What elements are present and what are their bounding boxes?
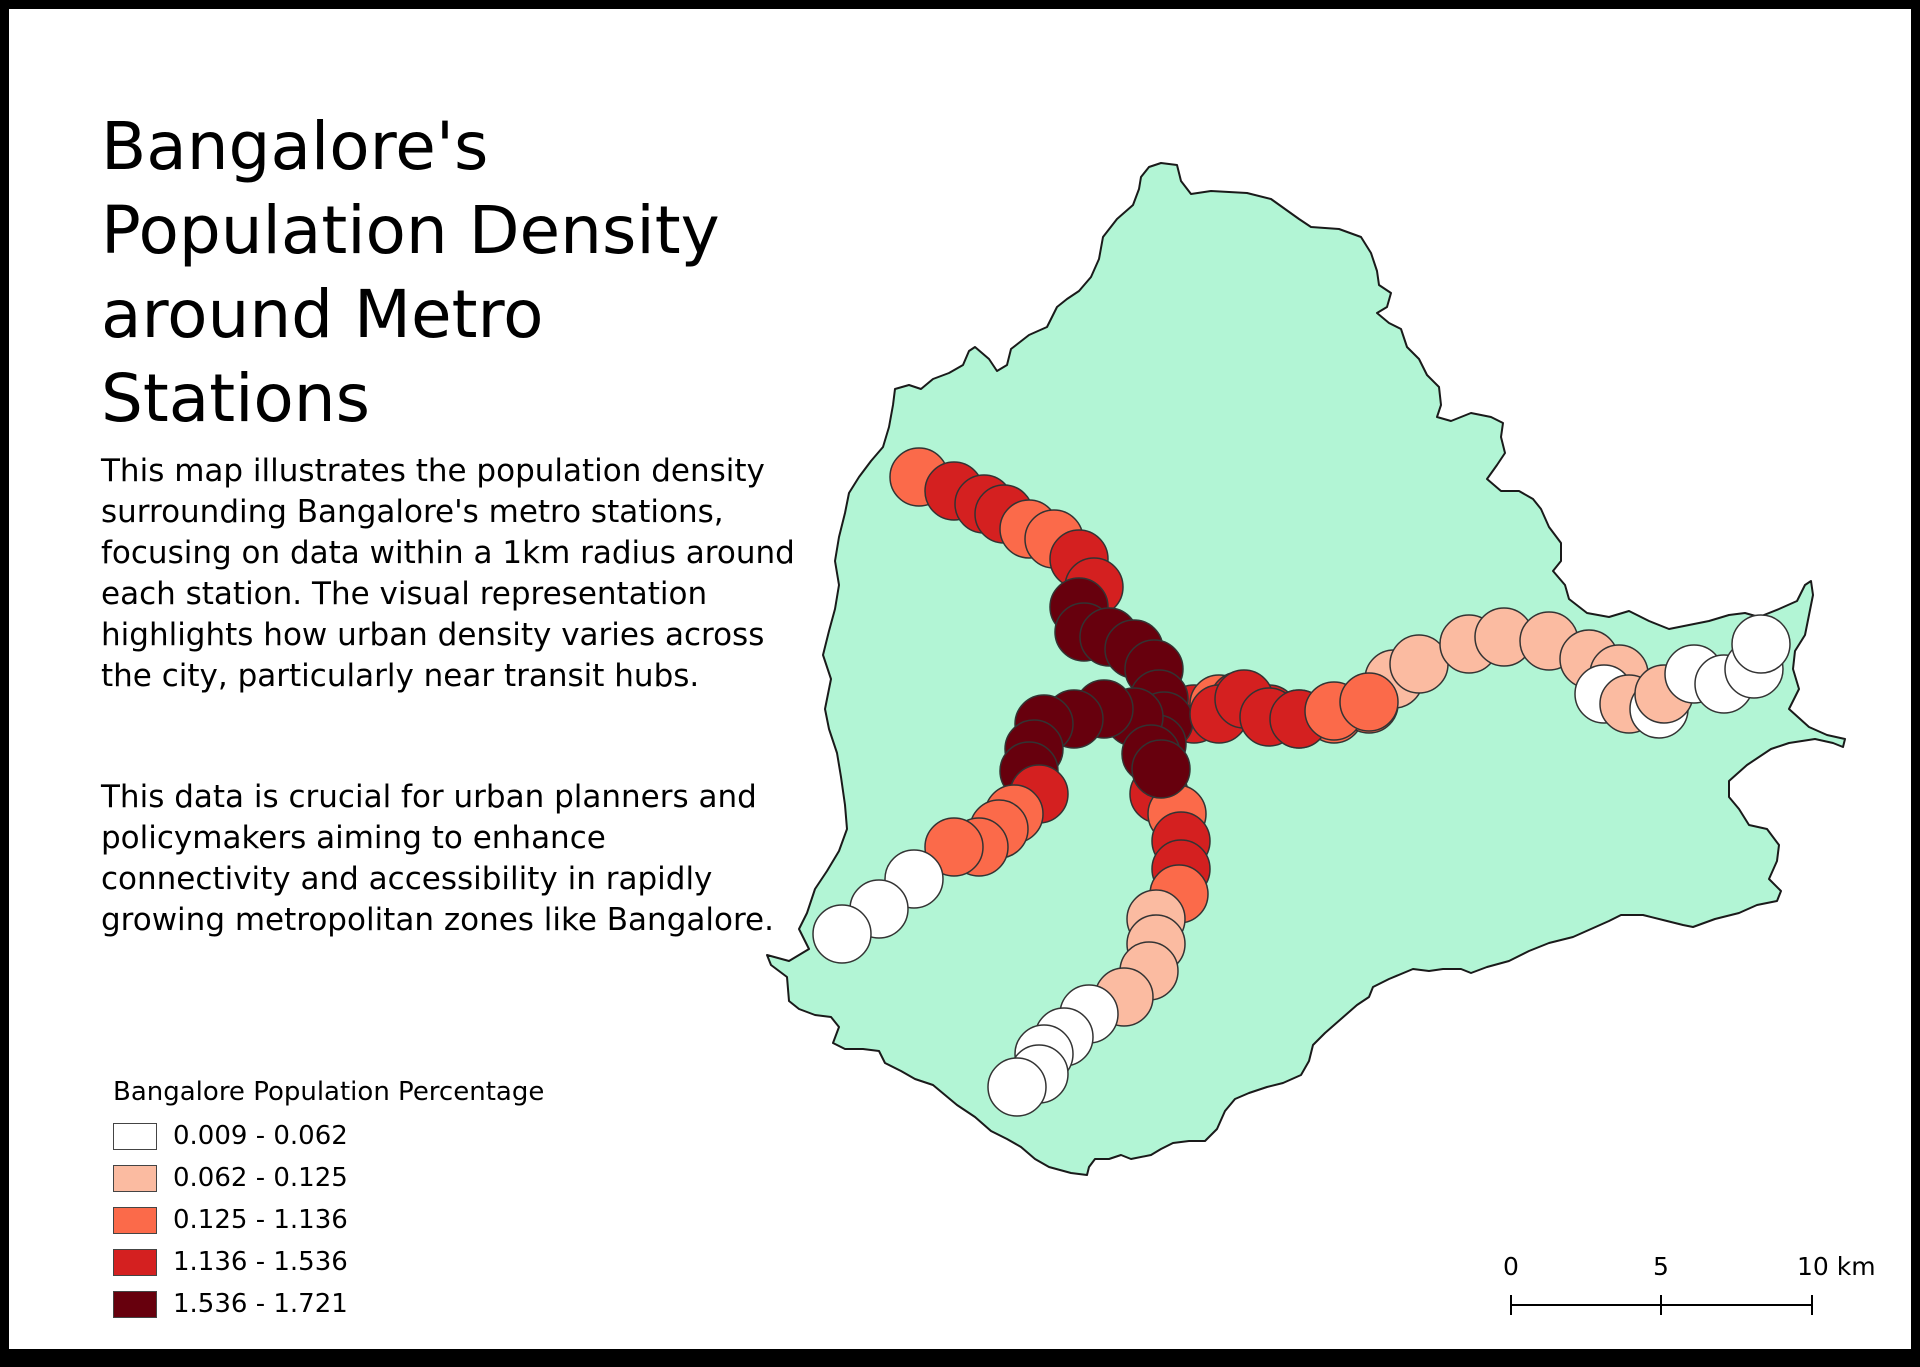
legend-item: 1.536 - 1.721: [113, 1283, 544, 1325]
legend-swatch: [113, 1248, 157, 1276]
description-paragraph-2: This data is crucial for urban planners …: [101, 779, 774, 938]
description-paragraph-1: This map illustrates the population dens…: [101, 453, 795, 694]
bangalore-city-boundary: [766, 162, 1846, 1176]
map-canvas: 0 5 10 km: [766, 162, 1876, 1315]
legend-swatch: [113, 1206, 157, 1234]
station-buffer: [812, 904, 872, 964]
scale-bar-label-5: 5: [1653, 1252, 1669, 1281]
legend-label: 0.062 - 0.125: [173, 1163, 348, 1193]
legend-label: 1.136 - 1.536: [173, 1247, 348, 1277]
legend-swatch: [113, 1290, 157, 1318]
scale-bar: 0 5 10 km: [1503, 1252, 1876, 1315]
station-buffer: [1339, 672, 1399, 732]
station-buffer: [987, 1057, 1047, 1117]
legend-title: Bangalore Population Percentage: [113, 1077, 545, 1107]
legend-item: 0.009 - 0.062: [113, 1115, 544, 1157]
legend-label: 0.009 - 0.062: [173, 1121, 348, 1151]
legend-item: 0.062 - 0.125: [113, 1157, 544, 1199]
station-buffer: [1731, 614, 1791, 674]
legend-item: 0.125 - 1.136: [113, 1199, 544, 1241]
legend-swatch: [113, 1122, 157, 1150]
scale-bar-label-0: 0: [1503, 1252, 1519, 1281]
legend: Bangalore Population Percentage 0.009 - …: [113, 1075, 544, 1325]
map-title: Bangalore's Population Density around Me…: [101, 108, 720, 437]
station-buffer: [924, 817, 984, 877]
legend-label: 1.536 - 1.721: [173, 1289, 348, 1319]
scale-bar-label-10: 10 km: [1797, 1252, 1876, 1281]
metro-station-buffers: [812, 447, 1791, 1117]
legend-swatch: [113, 1164, 157, 1192]
legend-item: 1.136 - 1.536: [113, 1241, 544, 1283]
station-buffer: [1131, 739, 1191, 799]
legend-label: 0.125 - 1.136: [173, 1205, 348, 1235]
